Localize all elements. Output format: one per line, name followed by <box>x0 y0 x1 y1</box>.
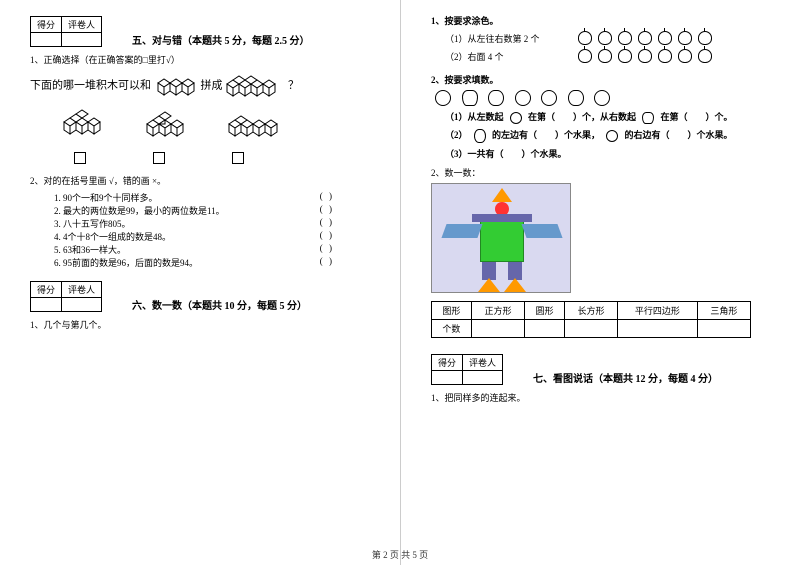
count-cell[interactable] <box>471 319 524 337</box>
apple-icon <box>678 31 692 45</box>
cube-option-3 <box>225 106 285 144</box>
cube-options-row <box>60 106 380 144</box>
score-label: 得分 <box>31 17 62 33</box>
th-square: 正方形 <box>471 301 524 319</box>
square-shape <box>480 218 524 262</box>
section-five-title: 五、对与错（本题共 5 分，每题 2.5 分） <box>132 32 310 47</box>
pear-inline-icon <box>474 129 486 143</box>
option-checkbox-3[interactable] <box>232 152 244 164</box>
apple-icon <box>618 31 632 45</box>
fruit-inline-icon <box>510 112 522 124</box>
cube-option-1 <box>60 106 110 144</box>
th-circle: 圆形 <box>525 301 565 319</box>
apple-icon <box>598 49 612 63</box>
r-q2b: （2） 的左边有（ ）个水果， 的右边有（ ）个水果。 <box>445 128 780 143</box>
q2-label: 2、对的在括号里画 √，错的画 ×。 <box>30 174 380 187</box>
count-cell[interactable] <box>697 319 750 337</box>
apple-icon <box>658 31 672 45</box>
apple-icon <box>678 49 692 63</box>
left-column: 得分 评卷人 五、对与错（本题共 5 分，每题 2.5 分） 1、正确选择（在正… <box>0 0 400 565</box>
th-tri: 三角形 <box>697 301 750 319</box>
r-q2a: （1）从左数起 在第（ ）个，从右数起 在第（ ）个。 <box>445 110 780 124</box>
th-para: 平行四边形 <box>618 301 698 319</box>
option-checkbox-1[interactable] <box>74 152 86 164</box>
check-2: 2. 最大的两位数是99，最小的两位数是11。( ) <box>54 204 334 217</box>
grader-label: 评卷人 <box>62 17 102 33</box>
triangle-shape <box>492 188 512 202</box>
triangle-shape <box>504 278 526 292</box>
q1-text-a: 下面的哪一堆积木可以和 <box>30 80 151 92</box>
check-4: 4. 4个十8个一组成的数是48。( ) <box>54 230 334 243</box>
section-six-title: 六、数一数（本题共 10 分，每题 5 分） <box>132 297 307 312</box>
r-q4-label: 1、把同样多的连起来。 <box>431 391 780 404</box>
count-cell[interactable] <box>564 319 617 337</box>
fruit-inline-icon <box>606 130 618 142</box>
score-table-6: 得分 评卷人 <box>30 281 102 312</box>
parallelogram-shape <box>441 224 482 238</box>
pear-icon <box>568 90 584 106</box>
page-number: 第 2 页 共 5 页 <box>372 548 428 561</box>
strawberry-inline-icon <box>642 112 654 124</box>
apple-icon <box>698 31 712 45</box>
q1-text-b: 拼成 <box>201 80 223 92</box>
checkbox-row <box>60 152 380 164</box>
cube-option-2 <box>143 106 193 144</box>
apple-row-2: （2）右面 4 个 <box>431 49 780 63</box>
fruit-icon <box>594 90 610 106</box>
score-row-five: 得分 评卷人 五、对与错（本题共 5 分，每题 2.5 分） <box>30 16 380 47</box>
rect-shape <box>472 214 532 222</box>
apple-icon <box>698 49 712 63</box>
pineapple-icon <box>488 90 504 106</box>
r-q1-label: 1、按要求涂色。 <box>431 14 780 27</box>
apple-row-1: （1）从左往右数第 2 个 <box>431 31 780 45</box>
check-3: 3. 八十五写作805。( ) <box>54 217 334 230</box>
parallelogram-shape <box>521 224 562 238</box>
cube-group-small <box>154 75 198 97</box>
check-5: 5. 63和36一样大。( ) <box>54 243 334 256</box>
th-shape: 图形 <box>432 301 472 319</box>
q1-line: 下面的哪一堆积木可以和 拼成 ？ <box>30 74 380 98</box>
score-table: 得分 评卷人 <box>30 16 102 47</box>
apple-icon <box>638 49 652 63</box>
count-cell[interactable] <box>525 319 565 337</box>
triangle-shape <box>478 278 500 292</box>
section-seven-title: 七、看图说话（本题共 12 分，每题 4 分） <box>533 370 718 385</box>
fruit-icon <box>541 90 557 106</box>
cube-group-target <box>225 74 285 98</box>
r-q1a: （1）从左往右数第 2 个 <box>445 32 575 45</box>
apple-icon <box>658 49 672 63</box>
check-1: 1. 90个一和9个十同样多。( ) <box>54 191 334 204</box>
shape-count-table: 图形 正方形 圆形 长方形 平行四边形 三角形 个数 <box>431 301 751 338</box>
r-q2-label: 2、按要求填数。 <box>431 73 780 86</box>
apple-icon <box>578 49 592 63</box>
check-6: 6. 95前面的数是96，后面的数是94。( ) <box>54 256 334 269</box>
apple-icon <box>618 49 632 63</box>
fruit-row <box>431 90 780 106</box>
option-checkbox-2[interactable] <box>153 152 165 164</box>
row-count-label: 个数 <box>432 319 472 337</box>
q3-label: 1、几个与第几个。 <box>30 318 380 331</box>
score-row-seven: 得分 评卷人 七、看图说话（本题共 12 分，每题 4 分） <box>431 354 780 385</box>
r-q3-label: 2、数一数： <box>431 166 780 179</box>
fruit-icon <box>515 90 531 106</box>
strawberry-icon <box>462 90 478 106</box>
right-column: 1、按要求涂色。 （1）从左往右数第 2 个 （2）右面 4 个 2、按要求填数… <box>400 0 800 565</box>
th-rect: 长方形 <box>564 301 617 319</box>
fruit-icon <box>435 90 451 106</box>
count-cell[interactable] <box>618 319 698 337</box>
apple-icon <box>578 31 592 45</box>
q1-label: 1、正确选择（在正确答案的□里打√） <box>30 53 380 66</box>
score-table-7: 得分 评卷人 <box>431 354 503 385</box>
r-q1b: （2）右面 4 个 <box>445 50 575 63</box>
robot-figure <box>431 183 571 293</box>
apple-icon <box>638 31 652 45</box>
q1-mark: ？ <box>288 80 299 92</box>
score-row-six: 得分 评卷人 六、数一数（本题共 10 分，每题 5 分） <box>30 281 380 312</box>
apple-icon <box>598 31 612 45</box>
r-q2c: （3）一共有（ ）个水果。 <box>445 147 780 160</box>
